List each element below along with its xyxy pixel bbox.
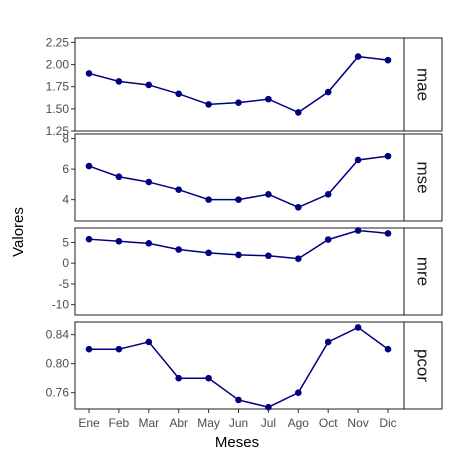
data-point-mse xyxy=(354,156,362,164)
x-tick-label: Dic xyxy=(379,416,396,430)
strip-frame-pcor xyxy=(403,321,443,410)
strip-label-mre: mre xyxy=(414,257,433,286)
data-point-pcor xyxy=(145,338,153,346)
panel-mse: mse 4 6 8 xyxy=(62,132,443,222)
strip-frame-mse xyxy=(403,133,443,222)
panel-mre: mre -10 -5 0 5 xyxy=(52,227,443,316)
data-point-mse xyxy=(115,173,123,181)
data-point-mae xyxy=(205,101,212,108)
data-point-mse xyxy=(384,152,392,160)
x-tick-label: Abr xyxy=(169,416,188,430)
x-tick-label: Jul xyxy=(261,416,276,430)
data-point-mae xyxy=(295,109,302,116)
strip-label-mae: mae xyxy=(414,68,433,101)
data-point-pcor xyxy=(384,345,392,353)
data-point-mae xyxy=(354,53,362,60)
data-point-mae xyxy=(145,81,153,89)
data-point-mse xyxy=(85,162,93,170)
data-point-pcor xyxy=(265,403,272,411)
data-point-pcor xyxy=(205,374,212,382)
data-point-mre xyxy=(235,251,242,259)
data-point-mse xyxy=(175,186,182,194)
strip-label-pcor: pcor xyxy=(414,349,433,382)
y-tick-label: 2.00 xyxy=(46,58,70,72)
data-point-mae xyxy=(175,90,182,98)
data-point-pcor xyxy=(324,338,332,346)
y-tick-label: 1.75 xyxy=(46,80,70,94)
y-tick-label: 0.76 xyxy=(46,386,70,400)
data-point-mae xyxy=(384,56,392,64)
data-point-mre xyxy=(354,227,362,234)
data-point-mae xyxy=(265,95,272,103)
strip-mse xyxy=(404,134,442,221)
y-axis-title: Valores xyxy=(10,207,27,257)
panel-mae: mae 1.25 1.50 1.75 2.00 2.25 xyxy=(46,35,443,138)
x-tick-label: Feb xyxy=(109,416,130,430)
x-axis: Ene Feb Mar Abr May Jun Jul Ago Oct Nov Dic xyxy=(78,409,397,430)
data-point-mae xyxy=(115,78,123,85)
panel-frame-pcor xyxy=(74,321,405,410)
data-point-mse xyxy=(205,196,212,203)
y-tick-label: 2.25 xyxy=(46,35,70,49)
y-tick-label: 4 xyxy=(62,193,69,207)
data-point-pcor xyxy=(175,374,182,382)
data-point-mae xyxy=(235,99,242,106)
data-point-pcor xyxy=(235,396,242,404)
data-point-mse xyxy=(145,178,153,186)
data-point-mre xyxy=(295,255,302,262)
data-point-pcor xyxy=(115,345,123,353)
data-point-pcor xyxy=(295,389,302,396)
strip-mre xyxy=(404,228,442,315)
y-tick-label: 6 xyxy=(62,162,69,176)
series-line-pcor xyxy=(89,326,389,408)
strip-frame-mre xyxy=(403,227,443,316)
data-point-mse xyxy=(235,196,242,203)
data-point-mre xyxy=(384,230,392,237)
strip-label-mse: mse xyxy=(414,161,433,193)
x-tick-label: Ene xyxy=(78,416,100,430)
chart-panels: mae 1.25 1.50 1.75 2.00 2.25 mse 4 6 8 mre -10 -5 0 5 p… xyxy=(46,35,443,411)
y-tick-label: 8 xyxy=(62,132,69,146)
y-tick-label: 1.25 xyxy=(46,124,70,138)
x-axis-title: Meses xyxy=(215,434,259,451)
data-point-mre xyxy=(145,240,153,247)
y-tick-label: -10 xyxy=(52,298,70,312)
y-tick-label: 0.80 xyxy=(46,357,70,371)
strip-pcor xyxy=(404,322,442,409)
data-point-pcor xyxy=(85,345,93,353)
data-point-mse xyxy=(324,190,332,198)
data-point-mre xyxy=(324,236,332,243)
x-tick-label: Nov xyxy=(347,416,368,430)
data-point-mse xyxy=(265,190,272,198)
data-point-mse xyxy=(295,203,302,211)
x-tick-label: Mar xyxy=(138,416,159,430)
x-tick-label: Jun xyxy=(229,416,248,430)
data-point-mre xyxy=(265,252,272,260)
y-tick-label: 5 xyxy=(62,236,69,250)
x-tick-label: May xyxy=(197,416,220,430)
panel-frame-mae xyxy=(74,37,405,132)
data-point-mae xyxy=(85,70,93,77)
y-tick-label: -5 xyxy=(58,277,69,291)
data-point-mre xyxy=(205,249,212,257)
y-tick-label: 0.84 xyxy=(46,328,70,342)
strip-mae xyxy=(404,38,442,131)
x-tick-label: Ago xyxy=(288,416,310,430)
data-point-pcor xyxy=(354,324,362,331)
strip-frame-mae xyxy=(403,37,443,132)
y-tick-label: 0 xyxy=(62,256,69,270)
data-point-mae xyxy=(324,88,332,96)
panel-pcor: pcor 0.76 0.80 0.84 xyxy=(46,321,443,411)
data-point-mre xyxy=(85,235,93,243)
x-tick-label: Oct xyxy=(319,416,338,430)
data-point-mre xyxy=(175,246,182,253)
data-point-mre xyxy=(115,237,123,245)
y-tick-label: 1.50 xyxy=(46,102,70,116)
